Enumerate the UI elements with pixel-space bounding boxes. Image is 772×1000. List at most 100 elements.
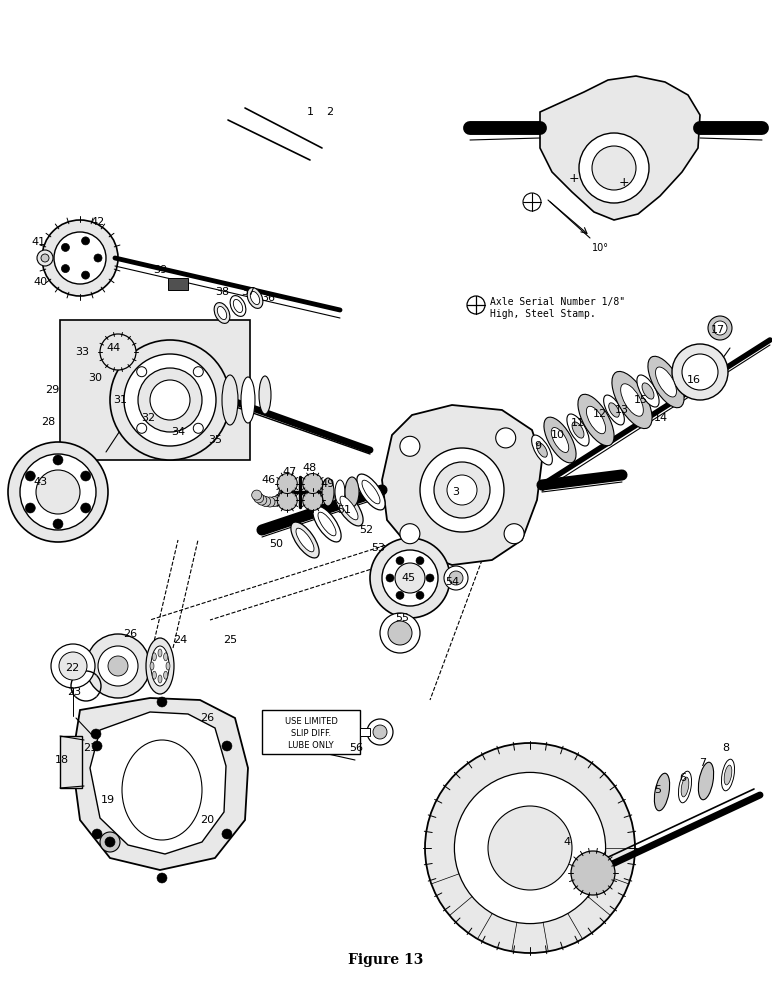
Ellipse shape — [296, 528, 314, 552]
Circle shape — [388, 621, 412, 645]
Ellipse shape — [318, 512, 336, 536]
Text: 8: 8 — [723, 743, 730, 753]
Circle shape — [672, 344, 728, 400]
Text: 10°: 10° — [591, 243, 608, 253]
Circle shape — [449, 571, 463, 585]
Circle shape — [426, 574, 434, 582]
Circle shape — [265, 497, 275, 507]
Text: 12: 12 — [593, 409, 607, 419]
Text: 30: 30 — [88, 373, 102, 383]
Circle shape — [105, 837, 115, 847]
Circle shape — [277, 474, 297, 494]
Ellipse shape — [122, 740, 202, 840]
Ellipse shape — [604, 395, 625, 425]
Circle shape — [222, 829, 232, 839]
Text: 45: 45 — [401, 573, 415, 583]
Circle shape — [25, 471, 36, 481]
Text: 51: 51 — [337, 505, 351, 515]
Ellipse shape — [537, 443, 547, 457]
Ellipse shape — [567, 414, 589, 446]
Ellipse shape — [532, 435, 552, 465]
Polygon shape — [382, 405, 542, 565]
Circle shape — [37, 250, 53, 266]
Text: 15: 15 — [634, 395, 648, 405]
Text: 38: 38 — [215, 287, 229, 297]
Circle shape — [157, 697, 167, 707]
Circle shape — [682, 354, 718, 390]
Text: 44: 44 — [107, 343, 121, 353]
Ellipse shape — [612, 371, 652, 429]
Ellipse shape — [259, 376, 271, 414]
Circle shape — [386, 574, 394, 582]
Text: 11: 11 — [571, 418, 585, 428]
Ellipse shape — [158, 675, 162, 683]
Text: 50: 50 — [269, 539, 283, 549]
Circle shape — [222, 741, 232, 751]
Ellipse shape — [158, 649, 162, 657]
Circle shape — [20, 454, 96, 530]
Ellipse shape — [621, 384, 643, 416]
Text: Axle Serial Number 1/8"
High, Steel Stamp.: Axle Serial Number 1/8" High, Steel Stam… — [490, 297, 625, 319]
Bar — [60, 736, 82, 788]
Text: USE LIMITED: USE LIMITED — [285, 718, 337, 726]
Ellipse shape — [313, 506, 341, 542]
Circle shape — [25, 503, 36, 513]
Polygon shape — [60, 320, 250, 460]
Ellipse shape — [637, 375, 659, 407]
Circle shape — [193, 423, 203, 433]
Circle shape — [303, 490, 323, 510]
Circle shape — [124, 354, 216, 446]
Circle shape — [53, 455, 63, 465]
Circle shape — [59, 652, 87, 680]
Ellipse shape — [218, 306, 227, 320]
Circle shape — [444, 566, 468, 590]
Ellipse shape — [642, 383, 654, 399]
Ellipse shape — [166, 662, 170, 670]
Ellipse shape — [551, 428, 569, 452]
Ellipse shape — [722, 759, 734, 791]
Ellipse shape — [335, 480, 345, 504]
Circle shape — [110, 340, 230, 460]
Circle shape — [708, 316, 732, 340]
Circle shape — [277, 490, 297, 510]
Circle shape — [395, 563, 425, 593]
Ellipse shape — [214, 303, 230, 323]
Circle shape — [276, 493, 286, 503]
Circle shape — [370, 538, 450, 618]
Ellipse shape — [655, 773, 669, 811]
Text: 43: 43 — [33, 477, 47, 487]
Ellipse shape — [146, 638, 174, 694]
Text: Figure 13: Figure 13 — [348, 953, 424, 967]
Text: 41: 41 — [31, 237, 45, 247]
Polygon shape — [90, 712, 226, 854]
Text: 2: 2 — [327, 107, 334, 117]
Circle shape — [92, 741, 102, 751]
Circle shape — [257, 495, 267, 505]
Text: 46: 46 — [261, 475, 275, 485]
Circle shape — [303, 474, 323, 494]
Text: 47: 47 — [283, 467, 297, 477]
Text: 40: 40 — [33, 277, 47, 287]
Circle shape — [380, 613, 420, 653]
Ellipse shape — [222, 375, 238, 425]
Circle shape — [382, 550, 438, 606]
Text: 13: 13 — [615, 405, 629, 415]
Ellipse shape — [345, 477, 359, 507]
Circle shape — [51, 644, 95, 688]
Text: +: + — [569, 172, 579, 184]
Text: 4: 4 — [564, 837, 571, 847]
Text: 48: 48 — [303, 463, 317, 473]
Ellipse shape — [699, 762, 713, 800]
Ellipse shape — [335, 490, 363, 526]
Text: 20: 20 — [200, 815, 214, 825]
Text: 35: 35 — [208, 435, 222, 445]
Ellipse shape — [679, 771, 692, 803]
Text: 39: 39 — [153, 265, 167, 275]
Ellipse shape — [578, 394, 614, 446]
Ellipse shape — [233, 299, 242, 313]
Bar — [168, 278, 188, 290]
Circle shape — [400, 524, 420, 544]
Text: 22: 22 — [65, 663, 79, 673]
Circle shape — [157, 873, 167, 883]
Circle shape — [254, 493, 264, 503]
